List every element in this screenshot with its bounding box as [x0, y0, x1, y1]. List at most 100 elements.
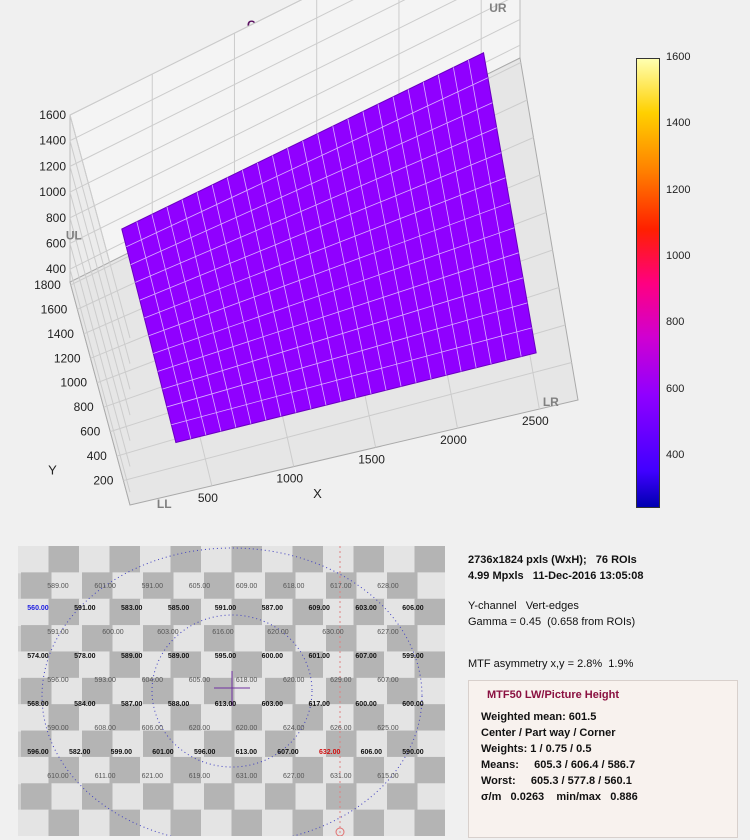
- weighted-mean: Weighted mean: 601.5: [481, 711, 597, 723]
- mtf-summary-box: MTF50 LW/Picture Height Weighted mean: 6…: [468, 680, 738, 838]
- region-weights: Weights: 1 / 0.75 / 0.5: [481, 743, 592, 755]
- checker-cell: [353, 651, 385, 679]
- roi-value-label: 613.00: [236, 749, 258, 756]
- checker-cell: [201, 546, 233, 574]
- checker-cell: [356, 677, 388, 706]
- checker-cell: [143, 572, 175, 600]
- checker-cell: [48, 651, 80, 679]
- checker-cell: [384, 546, 416, 574]
- roi-value-label: 616.00: [212, 629, 234, 636]
- roi-value-label: 603.00: [262, 701, 284, 708]
- checker-cell: [262, 809, 294, 836]
- checker-cell: [384, 809, 416, 836]
- guide-marker: [335, 827, 345, 836]
- checker-cell: [384, 756, 416, 785]
- checker-cell: [173, 783, 205, 811]
- checker-cell: [173, 730, 205, 758]
- checker-cell: [109, 598, 141, 627]
- gamma-info: Gamma = 0.45 (0.658 from ROIs): [468, 616, 636, 628]
- checker-cell: [292, 598, 324, 627]
- checker-cell: [292, 756, 324, 785]
- wall-grid-z: [69, 0, 303, 116]
- colorbar-tick-label: 1200: [666, 183, 691, 196]
- checker-cell: [417, 572, 445, 600]
- y-tick-label: 1800: [34, 278, 61, 292]
- checker-cell: [265, 783, 297, 811]
- roi-value-label: 620.00: [283, 677, 305, 684]
- roi-value-label: 630.00: [322, 629, 344, 636]
- roi-value-label: 600.00: [102, 629, 124, 636]
- z-tick-label: 1000: [39, 185, 66, 199]
- roi-value-label: 599.00: [111, 749, 133, 756]
- side-grid-z: [69, 243, 131, 467]
- roi-value-label: 627.00: [377, 629, 399, 636]
- checker-cell: [109, 651, 141, 679]
- roi-value-label: 603.00: [157, 629, 179, 636]
- checker-cell: [112, 625, 144, 653]
- roi-value-label: 609.00: [236, 583, 258, 590]
- checker-cell: [231, 704, 263, 732]
- colorbar-tick-label: 800: [666, 316, 685, 329]
- z-tick-label: 1600: [39, 108, 66, 122]
- surface-mesh-line: [148, 202, 510, 337]
- roi-value-label: 609.00: [309, 605, 331, 612]
- roi-value-label: 596.00: [47, 677, 69, 684]
- checker-cell: [201, 651, 233, 679]
- roi-value-label: 587.00: [262, 605, 284, 612]
- roi-value-label: 629.00: [330, 677, 352, 684]
- surface-mesh-line: [135, 127, 497, 283]
- roi-value-label: 617.00: [309, 701, 331, 708]
- checker-cell: [170, 546, 202, 574]
- checker-cell: [48, 546, 80, 574]
- checker-cell: [387, 572, 419, 600]
- roi-value-label: 631.00: [236, 773, 258, 780]
- roi-value-label: 588.00: [168, 701, 190, 708]
- roi-value-label: 618.00: [283, 583, 305, 590]
- roi-value-label: 582.00: [69, 749, 91, 756]
- surface-plot: 500 1000 1500 2000 2500 200 400 600 800 1000 1200 1…: [34, 0, 579, 511]
- surface-mesh-line: [130, 102, 493, 265]
- x-axis-label: X: [313, 486, 322, 501]
- checker-cell: [356, 783, 388, 811]
- checker-cell: [140, 598, 172, 627]
- checker-cell: [326, 783, 358, 811]
- checker-cell: [234, 783, 266, 811]
- checker-cell: [48, 756, 80, 785]
- roi-value-label: 605.00: [189, 677, 211, 684]
- checker-cell: [265, 572, 297, 600]
- x-tick-label: 2000: [440, 433, 467, 447]
- checker-cell: [143, 677, 175, 706]
- checker-cell: [265, 625, 297, 653]
- x-tick-label: 500: [198, 491, 218, 505]
- roi-value-label: 605.00: [189, 583, 211, 590]
- y-tick-label: 200: [93, 474, 113, 488]
- colorbar-tick-label: 1000: [666, 250, 691, 263]
- checker-cell: [384, 598, 416, 627]
- roi-value-label: 619.00: [189, 773, 211, 780]
- roi-value-label: 606.00: [361, 749, 383, 756]
- checker-cell: [140, 809, 172, 836]
- checker-cell: [353, 704, 385, 732]
- checker-cell: [18, 704, 50, 732]
- checker-cell: [51, 677, 83, 706]
- checker-cell: [231, 809, 263, 836]
- roi-value-label: 585.00: [168, 605, 190, 612]
- sigma-minmax: σ/m 0.0263 min/max 0.886: [481, 791, 638, 803]
- colorbar-tick-label: 400: [666, 449, 685, 462]
- checker-cell: [204, 572, 236, 600]
- x-tick-label: 1000: [276, 472, 303, 486]
- checker-cell: [18, 756, 50, 785]
- surface-mesh-line: [153, 227, 515, 354]
- checker-cell: [265, 677, 297, 706]
- surface-mesh-line: [166, 302, 528, 408]
- checker-cell: [234, 572, 266, 600]
- roi-value-label: 620.00: [267, 629, 289, 636]
- checker-cell: [262, 704, 294, 732]
- roi-value-label: 595.00: [215, 653, 237, 660]
- checker-cell: [387, 625, 419, 653]
- checker-cell: [170, 809, 202, 836]
- roi-value-label: 601.00: [152, 749, 174, 756]
- corner-label-ur: UR: [489, 1, 507, 15]
- roi-value-label: 611.00: [95, 773, 116, 780]
- checker-cell: [414, 598, 445, 627]
